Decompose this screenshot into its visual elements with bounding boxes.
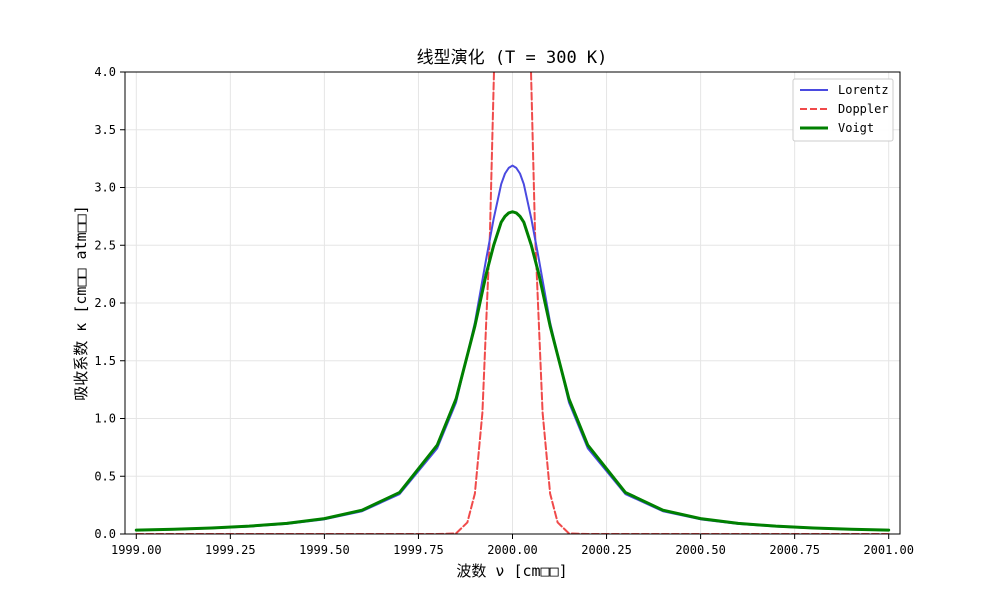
- x-tick-label: 2001.00: [863, 543, 914, 557]
- y-tick-label: 1.0: [94, 412, 116, 426]
- x-tick-label: 1999.50: [299, 543, 350, 557]
- series-line-voigt: [134, 210, 891, 532]
- legend-box: [792, 78, 894, 142]
- x-axis-label: 波数 ν [cm□□]: [456, 562, 567, 580]
- y-tick-label: 1.5: [94, 354, 116, 368]
- legend-label-doppler: Doppler: [838, 102, 889, 116]
- series-layer: [134, 72, 891, 534]
- x-tick-label: 1999.75: [393, 543, 444, 557]
- y-tick-label: 0.0: [94, 527, 116, 541]
- chart-title: 线型演化 (T = 300 K): [417, 48, 608, 68]
- y-axis-ticks: 0.0 0.5 1.0 1.5 2.0 2.5 3.0 3.5 4.0: [94, 65, 125, 541]
- x-axis-ticks: 1999.00 1999.25 1999.50 1999.75 2000.00 2000.…: [111, 534, 914, 557]
- legend: Lorentz Doppler Voigt: [792, 78, 894, 142]
- x-tick-label: 2000.00: [487, 543, 538, 557]
- y-tick-label: 4.0: [94, 65, 116, 79]
- y-tick-label: 3.5: [94, 123, 116, 137]
- x-tick-label: 2000.50: [675, 543, 726, 557]
- grid-lines: [125, 71, 900, 535]
- series-line-doppler: [135, 72, 890, 534]
- y-tick-label: 2.0: [94, 296, 116, 310]
- legend-label-lorentz: Lorentz: [838, 83, 889, 97]
- x-tick-label: 1999.25: [205, 543, 256, 557]
- x-tick-label: 2000.75: [769, 543, 820, 557]
- x-tick-label: 1999.00: [111, 543, 162, 557]
- y-axis-label: 吸收系数 κ [cm□□ atm□□]: [72, 205, 90, 400]
- y-tick-label: 3.0: [94, 181, 116, 195]
- x-tick-label: 2000.25: [581, 543, 632, 557]
- y-tick-label: 0.5: [94, 469, 116, 483]
- legend-label-voigt: Voigt: [838, 121, 874, 135]
- y-tick-label: 2.5: [94, 238, 116, 252]
